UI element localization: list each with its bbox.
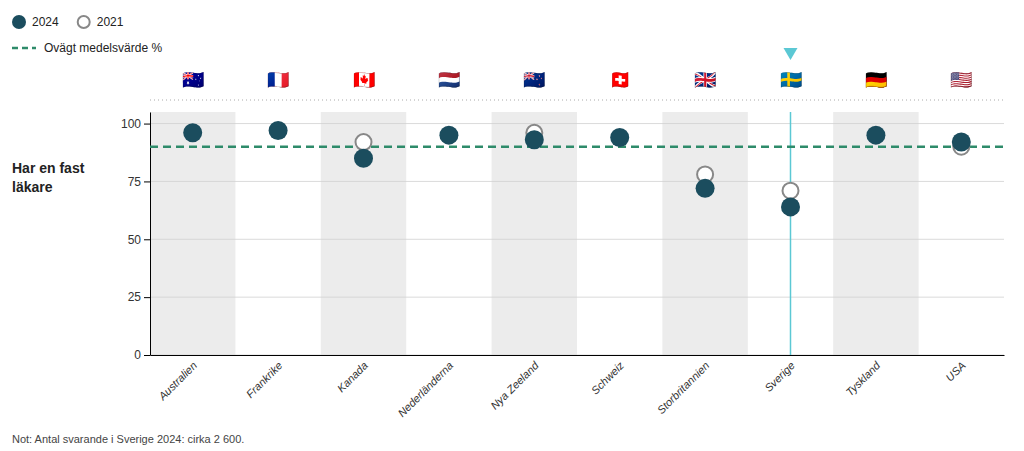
- flag: 🇳🇱: [438, 70, 460, 90]
- x-tick: Nya Zeeland: [488, 355, 541, 412]
- dot: [952, 133, 971, 152]
- y-tick: 50: [128, 233, 150, 247]
- y-tick-label: 25: [128, 290, 142, 304]
- y-tick-label: 0: [134, 348, 141, 362]
- background: [150, 112, 919, 355]
- dot: [356, 134, 372, 150]
- x-axis-line: [151, 355, 1005, 356]
- y-tick: 0: [134, 348, 150, 362]
- y-tick: 75: [128, 175, 150, 189]
- dot: [183, 123, 202, 142]
- dot: [696, 179, 715, 198]
- marks: [150, 112, 1004, 355]
- highlight-line: [790, 112, 792, 355]
- mean-line: [150, 145, 1004, 148]
- x-tick-label: Sverige: [762, 359, 797, 394]
- flag: 🇩🇪: [865, 70, 887, 90]
- grid-line: [150, 239, 1004, 240]
- x-tick-label: Tyskland: [843, 359, 883, 399]
- legend-marker: [12, 47, 36, 50]
- grid-line: [150, 297, 1004, 298]
- legend-marker: [78, 16, 90, 28]
- dot: [269, 121, 288, 140]
- y-tick-label: 100: [121, 117, 141, 131]
- x-tick-label: Frankrike: [244, 359, 285, 400]
- flag: 🇦🇺: [182, 69, 204, 90]
- stripe: [150, 112, 235, 355]
- dot: [783, 183, 799, 199]
- flag: 🇳🇿: [523, 70, 545, 90]
- series: [356, 125, 970, 199]
- flag: 🇫🇷: [267, 70, 289, 90]
- x-tick: Frankrike: [244, 355, 285, 400]
- y-tick: 100: [121, 117, 150, 131]
- dot: [781, 197, 800, 216]
- y-tick-mark: [144, 124, 150, 125]
- y-axis-title: Har en fastläkare: [12, 160, 85, 196]
- x-tick: Tyskland: [843, 355, 883, 398]
- x-tick: Schweiz: [589, 355, 627, 397]
- stripe: [662, 112, 747, 355]
- x-tick: Nederländerna: [395, 355, 455, 419]
- y-tick-label: 75: [128, 175, 142, 189]
- dot: [866, 126, 885, 145]
- flag: 🇸🇪: [780, 70, 802, 90]
- note: Not: Antal svarande i Sverige 2024: cirk…: [12, 433, 244, 445]
- legend-label: 2024: [32, 15, 59, 29]
- y-axis-line: [150, 113, 151, 356]
- x-tick: Kanada: [335, 355, 370, 394]
- flag: 🇺🇸: [950, 70, 972, 90]
- grid: [150, 124, 1004, 355]
- y-tick-label: 50: [128, 233, 142, 247]
- x-tick-label: Australien: [155, 359, 199, 403]
- stripe: [833, 112, 918, 355]
- y-tick-mark: [144, 181, 150, 182]
- x-tick-label: Nya Zeeland: [488, 359, 541, 412]
- flags: 🇦🇺 🇫🇷 🇨🇦 🇳🇱 🇳🇿 🇨🇭 🇬🇧 🇸🇪 🇩🇪 🇺🇸: [182, 69, 973, 90]
- x-tick-label: Schweiz: [589, 359, 627, 397]
- flag: 🇬🇧: [694, 70, 716, 90]
- highlight-arrow: [784, 48, 798, 60]
- legend-label: 2021: [97, 15, 124, 29]
- y-axis: 0 25 50 75 100: [121, 113, 151, 363]
- grid-line: [150, 355, 1004, 356]
- chart: 0 25 50 75 100 Australien Frankrike Kanada Neder…: [0, 0, 1024, 451]
- flag: 🇨🇦: [353, 70, 375, 90]
- y-tick-mark: [144, 297, 150, 298]
- x-tick: Storbritannien: [655, 355, 712, 416]
- separator: [150, 100, 1004, 101]
- x-tick: Australien: [155, 355, 199, 403]
- x-tick-label: Kanada: [335, 359, 370, 394]
- x-tick-label: USA: [943, 359, 967, 383]
- x-tick-label: Storbritannien: [655, 359, 712, 416]
- legend-label: Ovägt medelsvärde %: [44, 41, 162, 55]
- dot: [610, 128, 629, 147]
- legend: 2024 2021 Ovägt medelsvärde %: [12, 15, 162, 55]
- x-tick: Sverige: [762, 355, 797, 394]
- y-tick-mark: [144, 355, 150, 356]
- x-tick-label: Nederländerna: [395, 359, 455, 419]
- dot: [525, 130, 544, 149]
- dot: [439, 126, 458, 145]
- flag: 🇨🇭: [609, 69, 631, 90]
- grid-line: [150, 181, 1004, 182]
- y-tick: 25: [128, 290, 150, 304]
- legend-marker: [12, 15, 26, 29]
- series: [183, 121, 971, 216]
- y-tick-mark: [144, 239, 150, 240]
- x-tick: USA: [943, 355, 967, 384]
- x-axis: Australien Frankrike Kanada Nederländerna Ny…: [151, 355, 1005, 419]
- stripe: [492, 112, 577, 355]
- dot: [354, 149, 373, 168]
- stripe: [321, 112, 406, 355]
